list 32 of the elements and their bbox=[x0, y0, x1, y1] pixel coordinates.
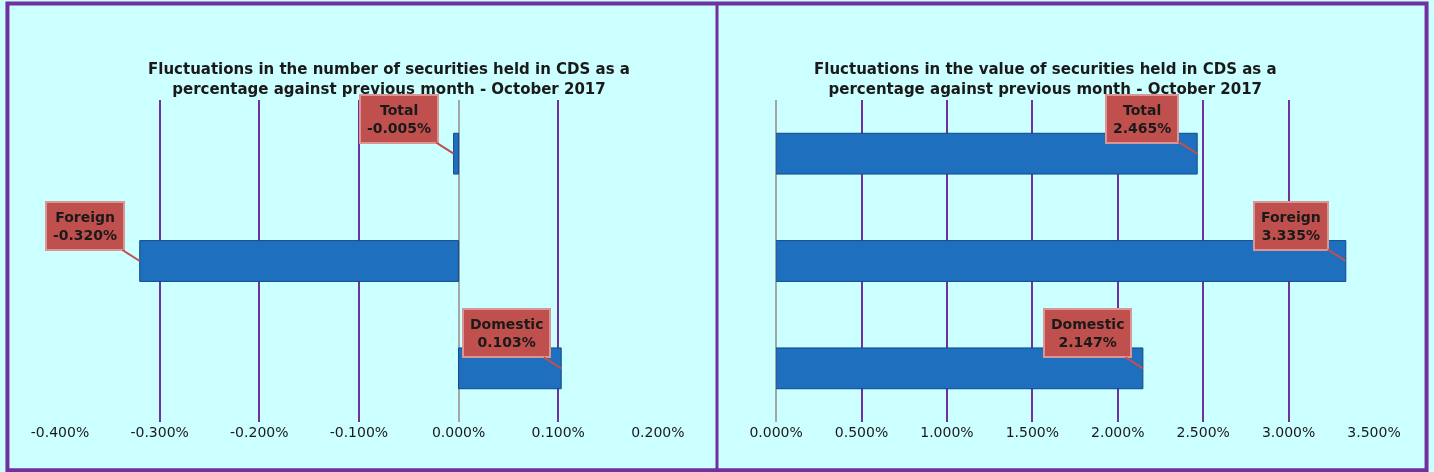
x-tick-label: -0.200% bbox=[230, 424, 289, 440]
data-label: -0.005% bbox=[367, 120, 432, 137]
x-tick-label: 0.100% bbox=[531, 424, 585, 440]
x-tick-label: -0.100% bbox=[329, 424, 389, 440]
y-tick-label: Foreign bbox=[55, 209, 115, 225]
x-tick-label: 0.000% bbox=[431, 424, 486, 440]
y-tick-label: Total bbox=[379, 102, 419, 118]
x-tick-label: 0.000% bbox=[749, 424, 803, 440]
x-tick-label: 1.500% bbox=[1005, 424, 1060, 440]
x-tick-label: -0.400% bbox=[30, 424, 90, 440]
x-tick-label: -0.300% bbox=[130, 424, 189, 440]
y-tick-label: Foreign bbox=[1261, 209, 1321, 225]
y-tick-label: Total bbox=[1123, 102, 1162, 118]
chart-title: Fluctuations in the value of securities held in CDS as a percentage against previous month - October 2017 bbox=[814, 60, 1277, 98]
x-tick-label: 1.000% bbox=[920, 424, 974, 440]
x-tick-label: 0.200% bbox=[631, 424, 685, 440]
x-tick-label: 3.500% bbox=[1347, 424, 1401, 440]
y-tick-label: Domestic bbox=[1051, 316, 1125, 332]
x-tick-label: 3.000% bbox=[1261, 424, 1316, 440]
x-tick-label: 0.500% bbox=[834, 424, 889, 440]
bar bbox=[776, 240, 1347, 282]
x-tick-label: 2.500% bbox=[1176, 424, 1230, 440]
y-tick-label: Domestic bbox=[470, 316, 544, 332]
data-label: 3.335% bbox=[1261, 227, 1321, 244]
x-tick-label: 2.000% bbox=[1091, 424, 1145, 440]
chart-title: Fluctuations in the number of securities held in CDS as a percentage against previous month - October 2017 bbox=[148, 60, 630, 98]
bar bbox=[776, 132, 1198, 175]
data-label: 2.147% bbox=[1058, 334, 1117, 351]
data-label: 0.103% bbox=[477, 334, 536, 351]
data-label: 2.465% bbox=[1113, 120, 1172, 137]
bar bbox=[776, 347, 1144, 390]
data-label: -0.320% bbox=[53, 227, 118, 244]
